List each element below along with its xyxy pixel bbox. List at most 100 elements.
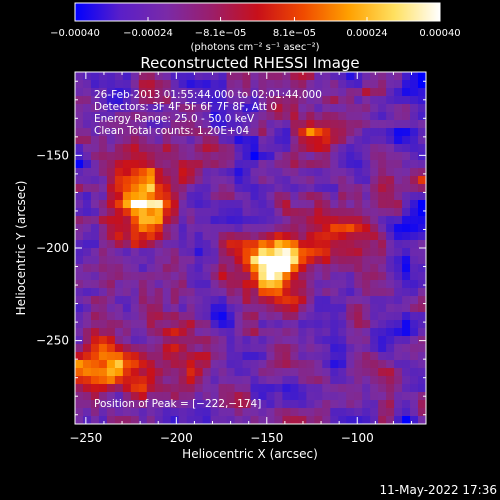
heatmap-cell: [194, 400, 204, 409]
heatmap-cell: [322, 288, 331, 297]
heatmap-cell: [386, 312, 395, 321]
heatmap-cell: [330, 96, 339, 105]
heatmap-cell: [75, 264, 84, 273]
heatmap-cell: [242, 184, 252, 193]
heatmap-cell: [386, 224, 395, 233]
heatmap-cell: [298, 400, 307, 409]
heatmap-cell: [306, 320, 315, 329]
heatmap-cell: [306, 296, 315, 305]
heatmap-cell: [130, 104, 140, 113]
heatmap-cell: [354, 336, 363, 345]
heatmap-cell: [354, 416, 363, 424]
heatmap-cell: [338, 192, 347, 201]
heatmap-cell: [154, 120, 164, 129]
heatmap-cell: [378, 120, 387, 129]
heatmap-cell: [138, 400, 148, 409]
heatmap-cell: [194, 200, 204, 209]
heatmap-cell: [410, 104, 419, 113]
heatmap-cell: [338, 336, 347, 345]
heatmap-cell: [418, 200, 426, 209]
heatmap-cell: [122, 360, 132, 369]
heatmap-cell: [106, 384, 116, 393]
heatmap-cell: [266, 96, 276, 105]
heatmap-cell: [290, 376, 299, 385]
heatmap-cell: [410, 160, 419, 169]
heatmap-cell: [122, 176, 132, 185]
heatmap-cell: [234, 296, 244, 305]
heatmap-cell: [138, 112, 148, 121]
heatmap-cell: [146, 224, 156, 233]
heatmap-cell: [386, 104, 395, 113]
heatmap-cell: [82, 360, 92, 369]
heatmap-cell: [210, 280, 220, 289]
heatmap-cell: [330, 248, 339, 257]
heatmap-cell: [234, 352, 244, 361]
heatmap-cell: [322, 328, 331, 337]
heatmap-cell: [354, 88, 363, 97]
heatmap-cell: [114, 248, 124, 257]
heatmap-cell: [130, 256, 140, 265]
heatmap-cell: [130, 376, 140, 385]
heatmap-cell: [410, 344, 419, 353]
heatmap-cell: [418, 232, 426, 241]
heatmap-cell: [218, 288, 228, 297]
heatmap-cell: [386, 152, 395, 161]
heatmap-cell: [106, 376, 116, 385]
heatmap-cell: [202, 160, 212, 169]
heatmap-cell: [218, 152, 228, 161]
heatmap-cell: [90, 96, 100, 105]
heatmap-cell: [354, 120, 363, 129]
heatmap-cell: [290, 408, 299, 417]
heatmap-cell: [394, 312, 403, 321]
heatmap-cell: [290, 184, 299, 193]
heatmap-cell: [282, 312, 291, 321]
heatmap-cell: [162, 88, 172, 97]
heatmap-cell: [266, 376, 276, 385]
heatmap-cell: [202, 232, 212, 241]
heatmap-cell: [170, 200, 180, 209]
heatmap-cell: [178, 240, 188, 249]
heatmap-cell: [418, 296, 426, 305]
heatmap-cell: [362, 336, 371, 345]
heatmap-cell: [154, 296, 164, 305]
heatmap-cell: [226, 72, 236, 81]
heatmap-cell: [250, 352, 260, 361]
heatmap-cell: [170, 336, 180, 345]
heatmap-cell: [378, 384, 387, 393]
heatmap-cell: [386, 136, 395, 145]
heatmap-cell: [130, 184, 140, 193]
heatmap-cell: [314, 208, 323, 217]
heatmap-cell: [114, 320, 124, 329]
heatmap-cell: [378, 368, 387, 377]
heatmap-cell: [378, 360, 387, 369]
heatmap-cell: [146, 416, 156, 424]
heatmap-cell: [146, 352, 156, 361]
heatmap-cell: [202, 376, 212, 385]
heatmap-cell: [250, 72, 260, 81]
heatmap-cell: [106, 184, 116, 193]
heatmap-cell: [218, 144, 228, 153]
heatmap-cell: [242, 408, 252, 417]
heatmap-cell: [194, 288, 204, 297]
heatmap-cell: [114, 128, 124, 137]
heatmap-cell: [362, 120, 371, 129]
heatmap-cell: [82, 72, 92, 81]
heatmap-cell: [186, 96, 196, 105]
heatmap-cell: [138, 288, 148, 297]
colorbar-tick-label: 0.00040: [419, 28, 460, 39]
heatmap-cell: [338, 280, 347, 289]
heatmap-cell: [298, 152, 307, 161]
heatmap-cell: [138, 360, 148, 369]
heatmap-cell: [402, 264, 411, 273]
heatmap-cell: [154, 88, 164, 97]
heatmap-cell: [202, 216, 212, 225]
heatmap-cell: [290, 272, 299, 281]
heatmap-cell: [202, 200, 212, 209]
heatmap-cell: [138, 296, 148, 305]
heatmap-cell: [274, 416, 284, 424]
heatmap-cell: [90, 248, 100, 257]
heatmap-cell: [346, 304, 355, 313]
heatmap-cell: [298, 264, 307, 273]
heatmap-cell: [146, 152, 156, 161]
heatmap-cell: [202, 256, 212, 265]
